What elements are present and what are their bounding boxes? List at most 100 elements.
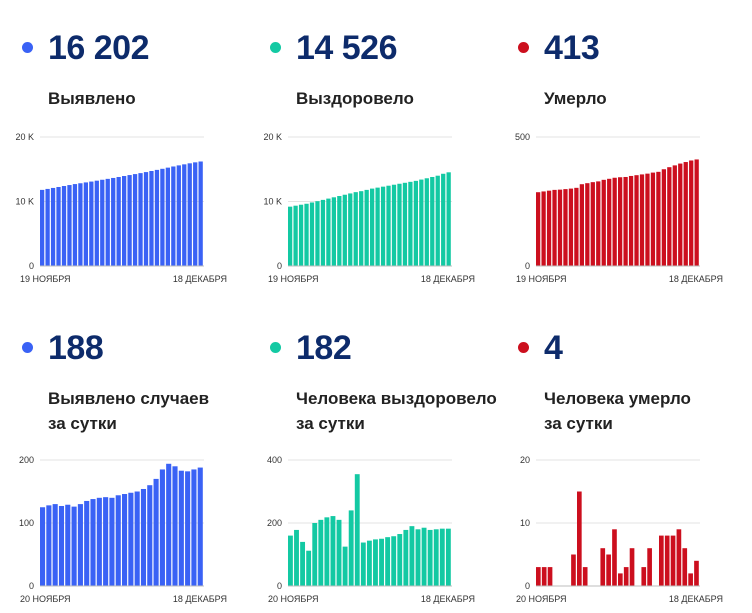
bar: [370, 188, 375, 266]
bar: [354, 474, 360, 586]
x-end-label: 18 ДЕКАБРЯ: [669, 274, 723, 284]
bar: [359, 191, 364, 266]
bar: [552, 189, 557, 266]
bar: [166, 463, 172, 586]
bar: [683, 162, 688, 266]
bar: [94, 180, 99, 266]
bar: [682, 548, 688, 586]
bar: [445, 528, 451, 586]
bar: [639, 174, 645, 266]
bar: [40, 507, 46, 586]
bar: [541, 567, 547, 586]
blue-dot-icon: [22, 342, 33, 353]
bar: [324, 517, 330, 586]
bar: [77, 504, 83, 586]
bar: [641, 567, 647, 586]
bar: [577, 491, 582, 586]
bar: [623, 567, 629, 586]
x-start-label: 20 НОЯБРЯ: [20, 594, 71, 604]
bar: [676, 529, 682, 586]
bar: [320, 199, 326, 266]
bar: [100, 179, 105, 266]
bar: [419, 179, 424, 266]
y-tick-label: 200: [19, 455, 34, 465]
bar: [58, 505, 65, 586]
x-end-label: 18 ДЕКАБРЯ: [421, 594, 475, 604]
red-dot-icon: [518, 342, 529, 353]
panel-total-cases: 16 202 Выявлено 0 10 K 20 K 19 НОЯБРЯ 18 ДЕК…: [0, 0, 240, 300]
bar: [618, 573, 623, 586]
bar: [96, 497, 102, 586]
bar: [315, 201, 320, 266]
bar: [185, 471, 191, 586]
bar: [585, 183, 590, 266]
y-tick-label: 400: [267, 455, 282, 465]
daily-deaths-value: 4: [544, 329, 563, 367]
bar: [568, 188, 574, 266]
bar: [116, 176, 121, 266]
bar: [298, 204, 304, 266]
bar: [182, 164, 187, 266]
total-cases-label: Выявлено: [48, 86, 136, 111]
label-line: за сутки: [296, 414, 365, 433]
panel-daily-cases: 188 Выявлено случаев за сутки 0 100 200 20 …: [0, 300, 240, 604]
total-recovered-chart: 0 10 K 20 K 19 НОЯБРЯ 18 ДЕКАБРЯ: [263, 132, 475, 284]
bar: [40, 189, 45, 266]
bar: [306, 550, 312, 586]
bar: [109, 497, 115, 586]
bar: [397, 534, 403, 586]
bar: [536, 567, 541, 586]
bar: [309, 202, 315, 266]
red-dot-icon: [518, 42, 529, 53]
panel-daily-recovered: 182 Человека выздоровело за сутки 0 200 40…: [248, 300, 497, 604]
bar: [582, 567, 588, 586]
x-end-label: 18 ДЕКАБРЯ: [173, 594, 227, 604]
label-line: за сутки: [48, 414, 117, 433]
bar: [348, 193, 353, 266]
bar: [115, 495, 121, 586]
bar: [385, 537, 391, 586]
bar: [72, 184, 78, 266]
bar: [198, 161, 203, 266]
daily-cases-chart: 0 100 200 20 НОЯБРЯ 18 ДЕКАБРЯ: [19, 455, 227, 604]
bar: [67, 185, 72, 266]
bar: [574, 187, 579, 266]
bar: [45, 188, 50, 266]
label-line: за сутки: [544, 414, 613, 433]
bar: [165, 167, 170, 266]
bar: [360, 542, 366, 586]
bar: [111, 177, 116, 266]
bar: [659, 535, 664, 586]
total-recovered-value: 14 526: [296, 29, 398, 67]
bar: [629, 548, 635, 586]
bar: [122, 176, 127, 266]
green-dot-icon: [270, 342, 281, 353]
bar: [421, 527, 427, 586]
y-tick-label: 20 K: [15, 132, 34, 142]
total-deaths-label: Умерло: [544, 86, 607, 111]
bar: [541, 191, 546, 266]
bar: [689, 160, 694, 266]
bar: [336, 519, 342, 586]
bar: [348, 510, 354, 586]
bar: [623, 176, 628, 266]
bar: [688, 573, 693, 586]
y-tick-label: 10 K: [15, 197, 34, 207]
bar: [83, 182, 88, 266]
bar: [193, 162, 198, 266]
bar: [606, 554, 611, 586]
bar: [536, 192, 541, 266]
bar: [596, 181, 601, 266]
y-tick-label: 20: [520, 455, 530, 465]
y-tick-label: 0: [525, 261, 530, 271]
bar: [89, 181, 94, 266]
bar: [386, 185, 391, 266]
y-tick-label: 10 K: [263, 197, 282, 207]
daily-recovered-chart: 0 200 400 20 НОЯБРЯ 18 ДЕКАБРЯ: [267, 455, 475, 604]
bar: [353, 192, 358, 266]
bar: [612, 529, 617, 586]
bar: [138, 173, 143, 266]
bar: [618, 177, 623, 266]
bar: [656, 171, 661, 266]
bar: [46, 505, 52, 586]
